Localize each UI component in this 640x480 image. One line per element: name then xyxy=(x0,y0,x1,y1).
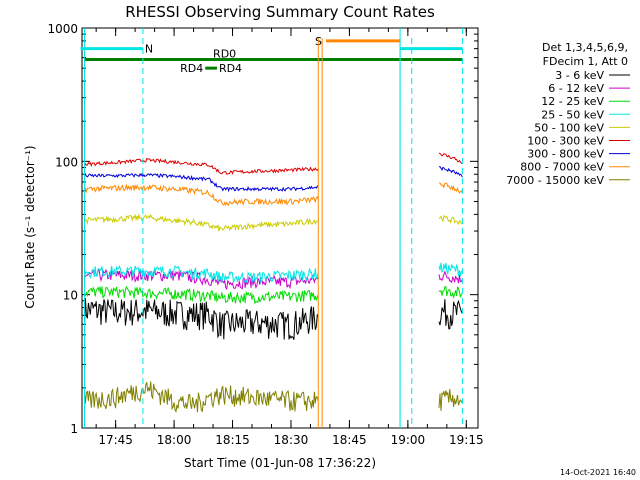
legend-entry-label: 50 - 100 keV xyxy=(534,121,604,134)
series-line xyxy=(438,262,463,277)
y-tick-label: 1 xyxy=(70,422,78,436)
series-line xyxy=(84,213,319,232)
x-axis-label: Start Time (01-Jun-08 17:36:22) xyxy=(184,456,376,470)
legend-entry-label: 7000 - 15000 keV xyxy=(506,174,604,187)
annotation-label: RD4 xyxy=(219,62,242,75)
x-tick-label: 18:45 xyxy=(332,433,367,447)
y-tick-label: 10 xyxy=(63,289,78,303)
x-tick-label: 19:00 xyxy=(391,433,426,447)
legend-entry-label: 6 - 12 keV xyxy=(548,82,604,95)
legend-entry-label: 300 - 800 keV xyxy=(527,148,604,161)
legend-header-1: Det 1,3,4,5,6,9, xyxy=(542,41,628,54)
series-line xyxy=(438,166,463,178)
legend-entry-label: 25 - 50 keV xyxy=(541,108,604,121)
series-line xyxy=(439,182,463,194)
series-line xyxy=(84,298,319,340)
series-line xyxy=(84,268,319,291)
series-line xyxy=(438,270,463,284)
series-line xyxy=(84,285,319,305)
series-line xyxy=(438,286,463,300)
y-axis-label: Count Rate (s⁻¹ detector⁻¹) xyxy=(23,145,37,308)
x-tick-label: 17:45 xyxy=(98,433,133,447)
plot-layer: 1 10 100 1000 17:45 18:00 18:15 18:30 18:45 19:00… xyxy=(47,22,630,447)
legend-entry-label: 3 - 6 keV xyxy=(555,69,604,82)
plot-frame xyxy=(81,27,479,429)
series-line xyxy=(84,157,319,175)
series-line xyxy=(438,388,463,411)
series-line xyxy=(84,381,319,413)
timestamp: 14-Oct-2021 16:40 xyxy=(560,468,636,477)
x-tick-label: 19:15 xyxy=(449,433,484,447)
x-tick-label: 18:30 xyxy=(274,433,309,447)
annotation-label: RD0 xyxy=(213,48,236,61)
y-tick-label: 1000 xyxy=(47,22,78,36)
legend-entry-label: 100 - 300 keV xyxy=(527,135,604,148)
legend-entry-label: 800 - 7000 keV xyxy=(520,161,604,174)
series-line xyxy=(84,183,319,207)
series-line xyxy=(438,214,463,226)
chart-title: RHESSI Observing Summary Count Rates xyxy=(125,3,435,21)
legend-header-2: FDecim 1, Att 0 xyxy=(543,55,628,68)
legend-entry-label: 12 - 25 keV xyxy=(541,95,604,108)
annotation-label: RD4 xyxy=(180,62,203,75)
series-line xyxy=(84,172,319,193)
series-line xyxy=(84,264,319,284)
series-line xyxy=(438,299,463,330)
x-tick-label: 18:00 xyxy=(157,433,192,447)
x-tick-label: 18:15 xyxy=(215,433,250,447)
annotation-label: N xyxy=(145,43,153,56)
series-line xyxy=(438,152,463,165)
y-tick-label: 100 xyxy=(55,155,78,169)
